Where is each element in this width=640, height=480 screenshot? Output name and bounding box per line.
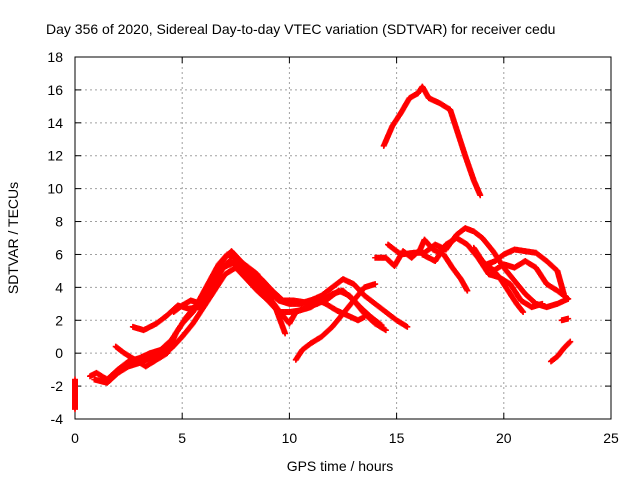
data-point [520,309,527,316]
series-t0 [72,376,78,413]
data-point [539,300,546,307]
y-tick-label: 4 [55,279,63,295]
x-tick-label: 0 [71,430,79,446]
series-s13 [487,264,527,316]
data-point [361,313,368,320]
series-s14 [547,338,574,365]
axis-ticks [74,56,612,420]
x-tick-label: 20 [496,430,512,446]
data-point [560,290,567,297]
data-point [477,192,484,199]
series-s7 [380,83,484,199]
y-tick-label: 0 [55,345,63,361]
x-axis-label: GPS time / hours [287,458,394,474]
x-tick-label: 25 [603,430,619,446]
y-tick-labels: -4 -2 0 2 4 6 8 10 12 14 16 18 [47,49,63,427]
y-tick-label: 18 [47,49,63,65]
y-axis-label: SDTVAR / TECUs [5,182,21,294]
data-point [464,287,471,294]
x-tick-label: 5 [178,430,186,446]
y-tick-label: -2 [51,378,64,394]
series-s6 [292,281,379,363]
data-point [72,406,78,413]
data-point [377,321,384,328]
series-s12 [483,246,567,297]
y-tick-label: 8 [55,214,63,230]
data-point [567,338,574,345]
plot-frame [74,56,612,420]
data-point [372,281,379,288]
data-point [404,323,411,330]
y-tick-label: 6 [55,246,63,262]
y-tick-label: 12 [47,148,63,164]
data-point [565,295,572,302]
gridlines [75,57,611,419]
y-tick-label: 10 [47,181,63,197]
data-point [566,339,573,346]
series-s3 [129,258,385,334]
x-tick-labels: 0 5 10 15 20 25 [71,430,619,446]
chart-title: Day 356 of 2020, Sidereal Day-to-day VTE… [46,21,555,37]
y-tick-label: -4 [51,411,64,427]
data-point [378,322,385,329]
y-tick-label: 14 [47,115,63,131]
y-tick-label: 16 [47,82,63,98]
x-tick-label: 10 [282,430,298,446]
y-tick-label: 2 [55,312,63,328]
data-point [565,315,572,322]
data-point [282,330,289,337]
x-tick-label: 15 [389,430,405,446]
data-marks [72,83,574,413]
data-point [519,308,526,315]
series-s4 [112,251,368,370]
series-s9 [385,225,572,311]
data-point [564,295,571,302]
series-s5 [170,259,289,337]
data-point [382,327,389,334]
series-s15 [558,315,572,324]
